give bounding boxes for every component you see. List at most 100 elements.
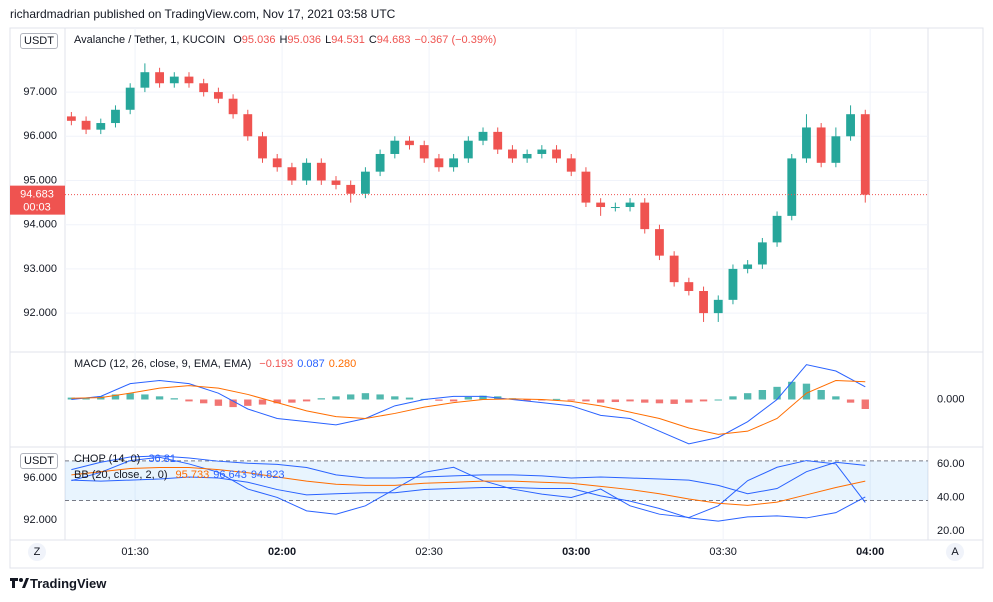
histogram-bar <box>582 399 590 402</box>
candle-body <box>728 268 738 300</box>
histogram-bar <box>200 399 208 404</box>
histogram-bar <box>273 399 281 404</box>
x-tick-label: 03:30 <box>709 546 737 558</box>
y-tick-label: 40.00 <box>937 491 965 503</box>
histogram-bar <box>596 399 605 403</box>
candle-body <box>155 72 164 84</box>
y-tick-label: 95.000 <box>23 174 57 186</box>
indicator-line <box>71 476 866 522</box>
legend-value: −0.193 <box>259 358 294 370</box>
histogram-bar <box>214 399 223 406</box>
legend: CHOP (14, 0) 36.81 <box>74 452 176 466</box>
legend-item: −0.193 <box>259 357 293 371</box>
candle-body <box>537 149 547 154</box>
indicator-line <box>71 364 866 445</box>
legend-item: 96.643 <box>213 468 247 482</box>
candle-body <box>860 114 870 195</box>
y-tick-label: 96.000 <box>23 472 57 484</box>
candle-body <box>508 149 517 159</box>
currency-label[interactable]: USDT <box>20 33 58 49</box>
candle-body <box>258 136 267 159</box>
histogram-bar <box>229 399 237 408</box>
candle-body <box>787 158 797 216</box>
x-tick-label: 01:30 <box>121 546 149 558</box>
legend-key: C <box>368 34 377 46</box>
candle-body <box>199 83 209 93</box>
y-tick-label: 0.000 <box>937 393 965 405</box>
histogram-bar <box>670 399 678 404</box>
candle-body <box>405 140 414 146</box>
legend-key: O <box>233 34 242 46</box>
legend-value: 95.036 <box>241 34 276 46</box>
histogram-bar <box>435 399 443 401</box>
control-button[interactable] <box>946 543 964 561</box>
legend-item: 0.087 <box>297 357 325 371</box>
legend-item: H95.036 <box>279 33 321 47</box>
indicator-line <box>71 466 866 506</box>
indicator-line <box>71 379 866 435</box>
y-tick-label: 93.000 <box>23 263 57 275</box>
histogram-bar <box>302 399 311 402</box>
candle-body <box>625 202 635 208</box>
candle-body <box>802 127 811 159</box>
candle-body <box>463 140 473 159</box>
legend-title: CHOP (14, 0) <box>74 453 141 465</box>
y-tick-label: 92.000 <box>23 514 57 526</box>
control-label[interactable]: Z <box>34 546 41 558</box>
legend: BB (20, close, 2, 0) 95.733 96.643 94.823 <box>74 468 285 482</box>
candle-body <box>272 158 282 168</box>
histogram-bar <box>82 398 90 400</box>
histogram-bar <box>361 393 370 400</box>
legend-title: BB (20, close, 2, 0) <box>74 469 168 481</box>
legend-item: C94.683 <box>369 33 411 47</box>
histogram-bar <box>258 399 267 405</box>
candle-body <box>684 282 694 292</box>
histogram-bar <box>832 396 840 400</box>
candle-body <box>610 207 620 209</box>
histogram-bar <box>244 399 252 406</box>
legend-value: 36.81 <box>148 453 176 465</box>
histogram-bar <box>802 383 811 400</box>
candle-body <box>302 162 312 181</box>
candle-body <box>346 184 356 194</box>
control-label[interactable]: A <box>951 546 959 558</box>
candle-body <box>846 114 855 137</box>
candle-body <box>493 131 503 150</box>
legend-title: Avalanche / Tether, 1, KUCOIN <box>74 34 226 46</box>
legend: Avalanche / Tether, 1, KUCOIN O95.036 H95.… <box>74 33 496 47</box>
histogram-bar <box>376 394 384 400</box>
candle-body <box>331 180 341 185</box>
histogram-bar <box>743 393 752 400</box>
header: richardmadrian published on TradingView.… <box>10 7 396 21</box>
candle-body <box>81 120 91 130</box>
candle-body <box>757 242 767 265</box>
histogram-bar <box>773 386 781 400</box>
candle-body <box>125 87 135 110</box>
candle-body <box>184 76 194 84</box>
histogram-bar <box>861 399 869 409</box>
histogram-bar <box>567 399 575 401</box>
legend-item: 95.733 <box>176 468 210 482</box>
legend-item: L94.531 <box>325 33 365 47</box>
currency-label[interactable]: USDT <box>20 453 58 469</box>
histogram-bar <box>185 399 193 402</box>
histogram-bar <box>317 398 325 400</box>
legend-value: 95.733 <box>175 469 210 481</box>
legend-item: 94.823 <box>251 468 285 482</box>
histogram-bar <box>626 399 634 402</box>
candle-body <box>772 215 782 243</box>
candle-body <box>816 127 826 163</box>
histogram-bar <box>332 396 340 400</box>
legend: MACD (12, 26, close, 9, EMA, EMA) −0.193 0… <box>74 357 356 371</box>
histogram-bar <box>729 396 737 400</box>
control-button[interactable] <box>28 543 46 561</box>
legend-key: L <box>325 34 332 46</box>
legend-item: 0.280 <box>329 357 357 371</box>
histogram-bar <box>611 399 620 403</box>
histogram-bar <box>155 396 164 400</box>
histogram-bar <box>714 399 722 401</box>
x-tick-label: 02:00 <box>268 546 296 558</box>
histogram-bar <box>405 397 414 400</box>
histogram-bar <box>685 399 693 403</box>
legend-key: H <box>279 34 288 46</box>
